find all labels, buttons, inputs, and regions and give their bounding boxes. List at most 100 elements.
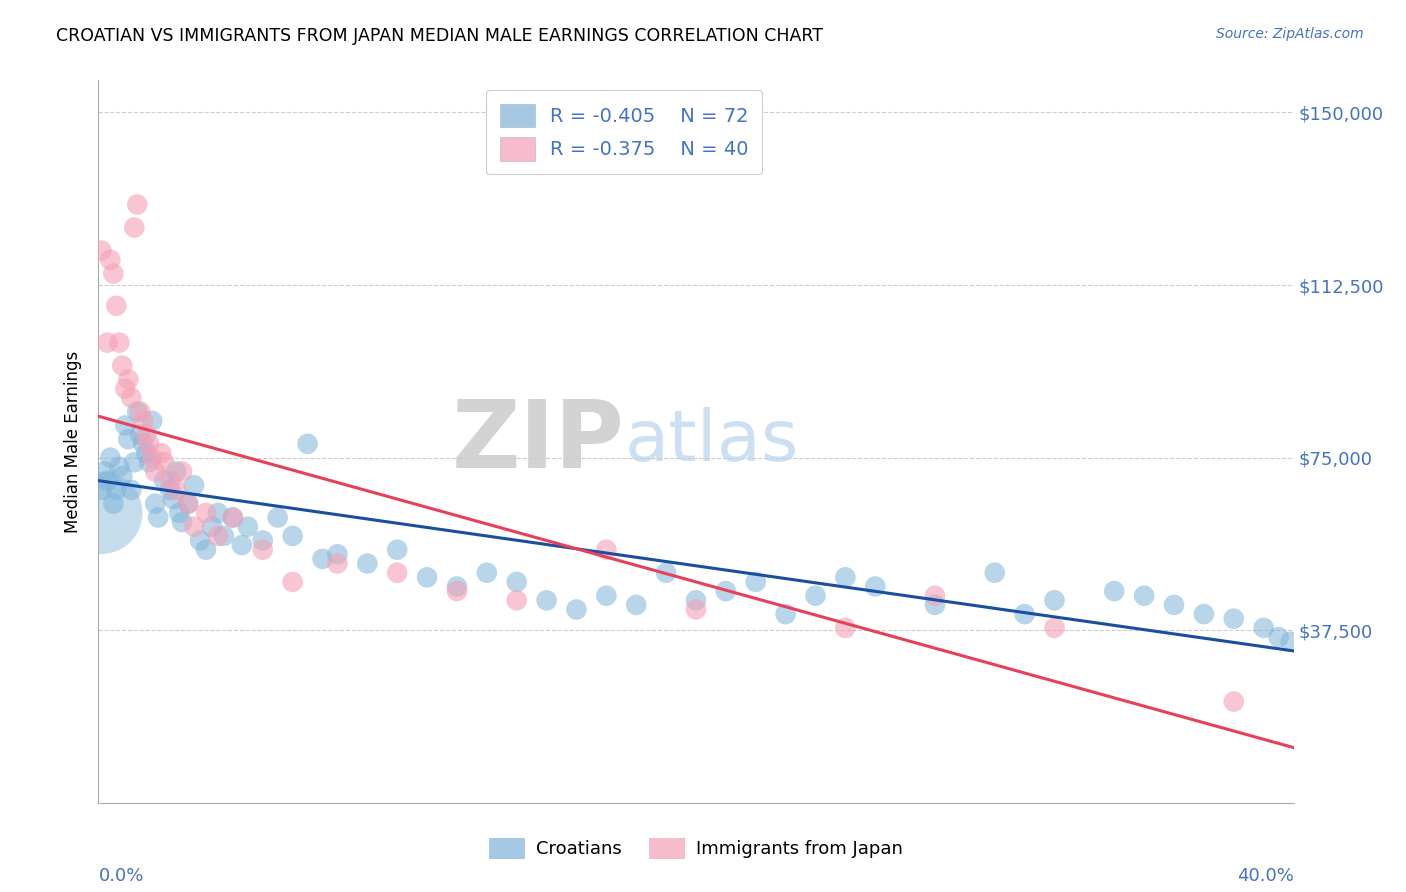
Point bbox=[506, 574, 529, 589]
Point bbox=[135, 427, 157, 442]
Point bbox=[1133, 589, 1156, 603]
Point bbox=[356, 557, 378, 571]
Point bbox=[267, 510, 290, 524]
Point bbox=[165, 483, 187, 497]
Point bbox=[281, 529, 304, 543]
Point bbox=[385, 542, 409, 557]
Point bbox=[108, 335, 131, 350]
Point bbox=[1223, 612, 1246, 626]
Text: CROATIAN VS IMMIGRANTS FROM JAPAN MEDIAN MALE EARNINGS CORRELATION CHART: CROATIAN VS IMMIGRANTS FROM JAPAN MEDIAN… bbox=[56, 27, 824, 45]
Point bbox=[165, 465, 187, 479]
Point bbox=[141, 450, 163, 465]
Text: atlas: atlas bbox=[624, 407, 799, 476]
Point bbox=[311, 552, 333, 566]
Point bbox=[626, 598, 648, 612]
Point bbox=[127, 404, 149, 418]
Point bbox=[297, 437, 319, 451]
Point bbox=[114, 418, 136, 433]
Point bbox=[183, 519, 205, 533]
Point bbox=[114, 382, 136, 396]
Point bbox=[655, 566, 678, 580]
Point bbox=[117, 432, 139, 446]
Point bbox=[135, 446, 157, 460]
Point bbox=[177, 497, 200, 511]
Point bbox=[90, 244, 112, 258]
Point bbox=[167, 506, 190, 520]
Point bbox=[222, 510, 245, 524]
Point bbox=[177, 497, 200, 511]
Point bbox=[159, 474, 181, 488]
Point bbox=[111, 469, 134, 483]
Point bbox=[172, 465, 194, 479]
Point bbox=[93, 465, 115, 479]
Point bbox=[685, 593, 707, 607]
Point bbox=[1014, 607, 1036, 621]
Point bbox=[207, 506, 229, 520]
Point bbox=[159, 483, 181, 497]
Point bbox=[96, 335, 118, 350]
Text: 40.0%: 40.0% bbox=[1237, 867, 1294, 885]
Point bbox=[129, 427, 152, 442]
Point bbox=[745, 574, 768, 589]
Point bbox=[148, 510, 170, 524]
Point bbox=[138, 455, 160, 469]
Point bbox=[90, 483, 112, 497]
Point bbox=[865, 580, 887, 594]
Point bbox=[183, 478, 205, 492]
Point bbox=[506, 593, 529, 607]
Point bbox=[446, 580, 468, 594]
Point bbox=[188, 533, 211, 548]
Point bbox=[1192, 607, 1215, 621]
Point bbox=[326, 547, 349, 561]
Point bbox=[98, 252, 122, 267]
Point bbox=[536, 593, 558, 607]
Point bbox=[804, 589, 827, 603]
Point bbox=[143, 465, 166, 479]
Point bbox=[1163, 598, 1185, 612]
Point bbox=[1043, 593, 1066, 607]
Point bbox=[595, 542, 617, 557]
Point bbox=[1043, 621, 1066, 635]
Point bbox=[105, 299, 128, 313]
Point bbox=[143, 497, 166, 511]
Point bbox=[222, 510, 245, 524]
Point bbox=[385, 566, 409, 580]
Point bbox=[98, 450, 122, 465]
Point bbox=[446, 584, 468, 599]
Point bbox=[132, 414, 155, 428]
Point bbox=[212, 529, 235, 543]
Point bbox=[195, 542, 218, 557]
Point bbox=[153, 455, 176, 469]
Point bbox=[111, 359, 134, 373]
Point bbox=[120, 483, 142, 497]
Point bbox=[162, 491, 184, 506]
Point bbox=[834, 621, 856, 635]
Point bbox=[685, 602, 707, 616]
Point bbox=[1223, 694, 1246, 708]
Point bbox=[120, 391, 142, 405]
Point bbox=[103, 267, 125, 281]
Point bbox=[105, 483, 128, 497]
Point bbox=[141, 414, 163, 428]
Point bbox=[252, 533, 274, 548]
Point bbox=[1104, 584, 1126, 599]
Point bbox=[207, 529, 229, 543]
Point bbox=[103, 497, 125, 511]
Point bbox=[1267, 630, 1289, 644]
Point bbox=[834, 570, 856, 584]
Point bbox=[124, 455, 146, 469]
Point bbox=[231, 538, 253, 552]
Point bbox=[153, 474, 176, 488]
Point bbox=[984, 566, 1007, 580]
Point bbox=[138, 437, 160, 451]
Point bbox=[924, 598, 946, 612]
Point bbox=[236, 519, 259, 533]
Point bbox=[714, 584, 737, 599]
Text: Source: ZipAtlas.com: Source: ZipAtlas.com bbox=[1216, 27, 1364, 41]
Point bbox=[281, 574, 304, 589]
Point bbox=[924, 589, 946, 603]
Point bbox=[132, 437, 155, 451]
Point bbox=[326, 557, 349, 571]
Text: ZIP: ZIP bbox=[451, 395, 624, 488]
Point bbox=[129, 404, 152, 418]
